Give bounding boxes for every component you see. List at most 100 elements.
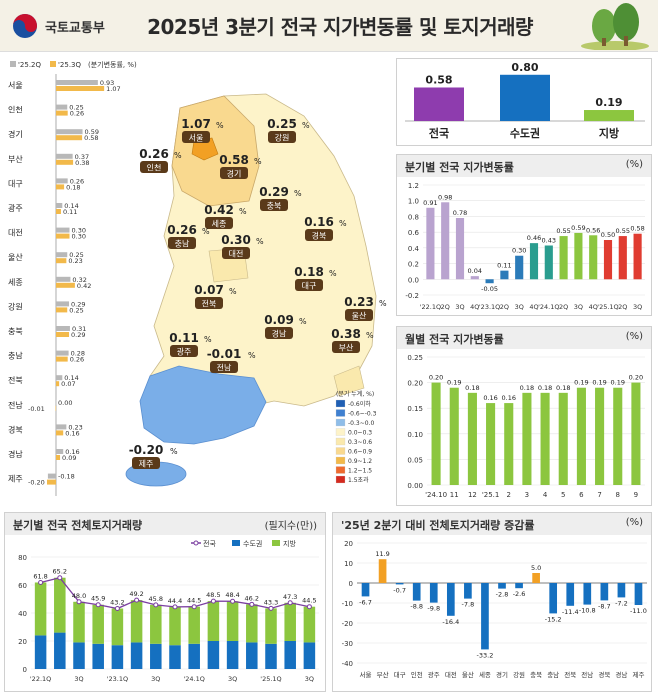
monthly-bar-label: 0.19: [447, 379, 461, 387]
regional-bar: [56, 332, 70, 337]
change-bar: [481, 583, 489, 650]
quarterly-y-tick: 0.2: [408, 261, 419, 269]
quarterly-bar-label: 0.91: [423, 199, 437, 207]
volume-bar-regional: [34, 582, 47, 636]
volume-total-label: 44.4: [168, 597, 182, 605]
regional-bar-label: 0.16: [65, 448, 79, 456]
volume-total-label: 48.4: [225, 591, 239, 599]
map-value-광주: 0.11: [169, 331, 199, 345]
quarterly-y-tick: 0.0: [408, 276, 419, 284]
change-bar: [532, 573, 540, 583]
monthly-x-tick: 4: [543, 491, 548, 499]
quarterly-bar: [633, 233, 642, 280]
volume-bar-regional: [111, 608, 124, 646]
map-name-badge: [132, 457, 160, 469]
change-bar: [549, 583, 558, 614]
map-value-경기: 0.58: [219, 153, 249, 167]
region-label: 전북: [8, 375, 23, 385]
regional-bar: [56, 282, 75, 288]
map-value-경북: 0.16: [304, 215, 334, 229]
monthly-bar-label: 0.19: [611, 379, 625, 387]
region-label: 광주: [8, 203, 23, 213]
volume-x-tick: '22.1Q: [30, 675, 51, 683]
map-name-울산: 울산: [352, 311, 367, 321]
change-bar-label: -9.8: [427, 605, 440, 613]
map-value-충북: 0.29: [259, 185, 289, 199]
region-label: 부산: [8, 154, 23, 164]
map-value-세종: 0.42: [204, 203, 234, 217]
map-name-badge: [170, 345, 198, 357]
regional-bar: [56, 381, 60, 387]
volume-bar-capital: [54, 632, 66, 669]
change-x-tick: 경남: [615, 670, 627, 679]
volume-total-marker: [210, 598, 216, 604]
map-pct: %: [216, 121, 224, 130]
volume-x-tick: '23.1Q: [107, 675, 128, 683]
regional-bar: [56, 258, 67, 264]
map-name-전북: 전북: [202, 299, 217, 309]
summary-bar-label: 0.58: [425, 73, 452, 86]
map-name-부산: 부산: [339, 343, 354, 353]
region-label: 대구: [8, 179, 23, 188]
map-value-울산: 0.23: [344, 295, 374, 309]
logo-text: 국토교통부: [45, 20, 105, 36]
quarterly-chart: 1.2 1.0 0.8 0.6 0.4 0.2 0.0 -0.2 0.910.980.78 0.0…: [405, 182, 645, 311]
quarterly-panel: 분기별 전국 지가변동률 (%) 1.2 1.0 0.8 0.6 0.4 0.2 0.0 -0.…: [396, 154, 652, 316]
change-bar: [634, 583, 643, 605]
regional-bar: [56, 110, 68, 116]
regional-bar-label: 0.25: [69, 104, 83, 112]
monthly-bar-label: 0.19: [574, 379, 588, 387]
volume-chart: 전국 수도권 지방 80 60 40 20 0 61.8 65.2 48.0 45.9 43.2 49.2…: [18, 539, 319, 683]
volume-x-tick: '25.1Q: [260, 675, 281, 683]
regional-bar: [56, 326, 70, 331]
change-panel: '25년 2분기 대비 전체토지거래량 증감률 (%) 20 10 0 -10 -20 -3…: [332, 512, 652, 692]
map-legend-label: 0.0~0.3: [348, 430, 372, 437]
monthly-bar: [486, 403, 496, 485]
monthly-bar: [449, 387, 459, 485]
change-x-tick: 강원: [513, 670, 525, 679]
region-label: 강원: [8, 301, 23, 311]
quarterly-x-tick: 4Q: [470, 303, 479, 311]
change-bar: [515, 583, 523, 589]
change-chart: 20 10 0 -10 -20 -30 -40 -6.7 서울 11.9 부산 -0.7 대구 -8.8 인…: [342, 540, 647, 679]
regional-bar: [56, 375, 63, 381]
volume-y-tick: 20: [18, 638, 27, 646]
monthly-bar-label: 0.18: [556, 384, 570, 392]
regional-bar-label: 0.23: [68, 257, 82, 265]
monthly-x-tick: 8: [616, 491, 620, 499]
change-y-tick: 10: [344, 560, 353, 568]
quarterly-y-tick: -0.2: [405, 292, 419, 300]
quarterly-y-tick: 1.2: [408, 182, 419, 190]
regional-bar: [56, 252, 68, 258]
trees-icon: [581, 3, 649, 50]
map-legend-title: (분기 누계, %): [336, 390, 374, 398]
volume-total-label: 44.5: [187, 597, 201, 605]
monthly-bar: [631, 382, 641, 485]
change-bar: [464, 583, 472, 599]
quarterly-y-tick: 0.4: [408, 245, 420, 253]
regional-bar-label: 0.42: [77, 282, 91, 290]
map-legend-swatch: [335, 447, 346, 455]
regional-bar: [56, 227, 70, 233]
volume-bar-capital: [207, 641, 220, 669]
quarterly-x-tick: 2Q: [618, 303, 627, 311]
map-name-badge: [168, 237, 196, 249]
regional-unit: (분기변동률, %): [88, 60, 137, 69]
volume-y-tick: 0: [23, 666, 27, 674]
monthly-title: 월별 전국 지가변동률 (%): [397, 327, 651, 349]
volume-bar-regional: [73, 601, 85, 643]
change-bar-label: -2.8: [496, 591, 509, 599]
volume-y-tick: 80: [18, 554, 27, 562]
quarterly-x-tick: 4Q: [589, 303, 598, 311]
quarterly-bar-label: 0.30: [512, 247, 526, 255]
change-x-tick: 부산: [377, 670, 389, 679]
volume-total-marker: [57, 575, 63, 581]
map-pct: %: [174, 151, 182, 160]
quarterly-bar-label: 0.04: [468, 267, 482, 275]
regional-bar-label: -0.18: [58, 473, 75, 481]
quarterly-x-tick: 3Q: [574, 303, 583, 311]
volume-total-label: 44.5: [302, 597, 316, 605]
map-name-경북: 경북: [312, 231, 327, 241]
map-name-badge: [210, 361, 238, 373]
regional-bar: [47, 473, 56, 479]
